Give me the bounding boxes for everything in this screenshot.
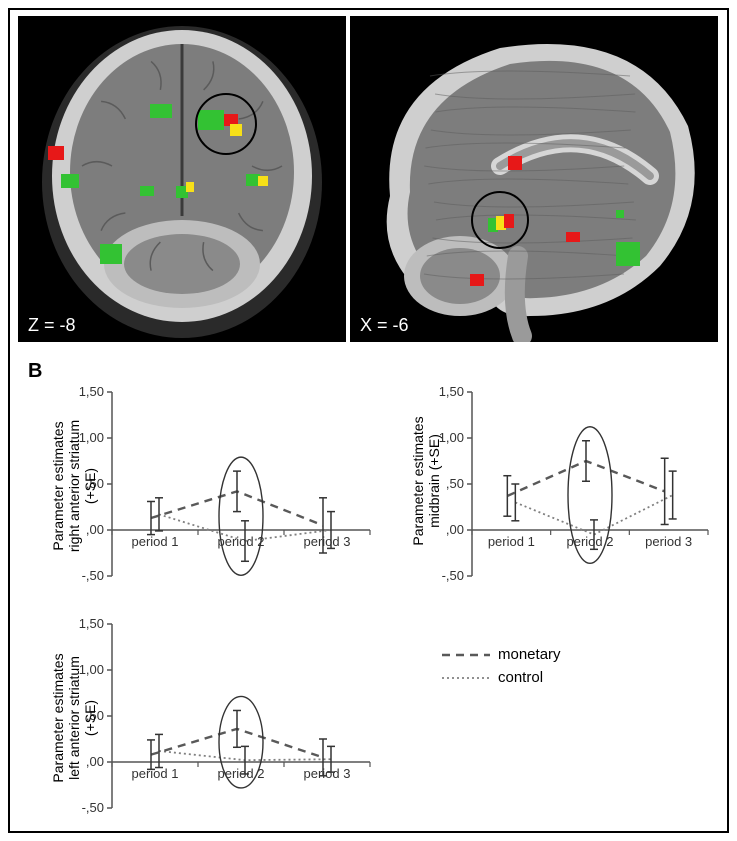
svg-text:period 1: period 1: [488, 534, 535, 549]
sagittal-brain-view: X = -6: [350, 16, 718, 342]
sagittal-slice-label: X = -6: [360, 315, 409, 336]
svg-text:-,50: -,50: [442, 568, 464, 583]
chart-svg: -,50,00,501,001,50period 1period 2period…: [410, 386, 718, 600]
chart-right-anterior-striatum: Parameter estimates right anterior stria…: [50, 386, 380, 600]
svg-text:,00: ,00: [446, 522, 464, 537]
legend-label-control: control: [498, 669, 543, 686]
svg-text:period 2: period 2: [218, 534, 265, 549]
sagittal-svg: [350, 16, 718, 342]
chart-svg: -,50,00,501,001,50period 1period 2period…: [50, 618, 380, 832]
ylabel-right-anterior-striatum: Parameter estimates right anterior stria…: [50, 396, 98, 576]
svg-text:period 3: period 3: [304, 534, 351, 549]
svg-text:period 3: period 3: [304, 766, 351, 781]
svg-text:period 1: period 1: [132, 534, 179, 549]
chart-svg: -,50,00,501,001,50period 1period 2period…: [50, 386, 380, 600]
chart-legend: monetary control: [442, 646, 561, 692]
legend-swatch-control: [442, 670, 490, 686]
panel-a-container: A Z = -8 X = -6: [18, 16, 718, 342]
svg-text:period 3: period 3: [645, 534, 692, 549]
ylabel-left-anterior-striatum: Parameter estimates left anterior striat…: [50, 628, 98, 808]
legend-swatch-monetary: [442, 647, 490, 663]
axial-slice-label: Z = -8: [28, 315, 76, 336]
panel-b-label: B: [28, 360, 42, 383]
chart-midbrain: Parameter estimates midbrain (+SE) -,50,…: [410, 386, 718, 600]
figure-frame: A Z = -8 X = -6 B Parameter estimates ri…: [8, 8, 729, 833]
legend-item-control: control: [442, 669, 561, 686]
legend-label-monetary: monetary: [498, 646, 561, 663]
svg-text:,50: ,50: [446, 476, 464, 491]
axial-svg: [18, 16, 346, 342]
ylabel-midbrain: Parameter estimates midbrain (+SE): [410, 401, 442, 561]
svg-text:1,50: 1,50: [439, 386, 464, 399]
svg-text:1,00: 1,00: [439, 430, 464, 445]
legend-item-monetary: monetary: [442, 646, 561, 663]
chart-left-anterior-striatum: Parameter estimates left anterior striat…: [50, 618, 380, 832]
axial-brain-view: Z = -8: [18, 16, 346, 342]
